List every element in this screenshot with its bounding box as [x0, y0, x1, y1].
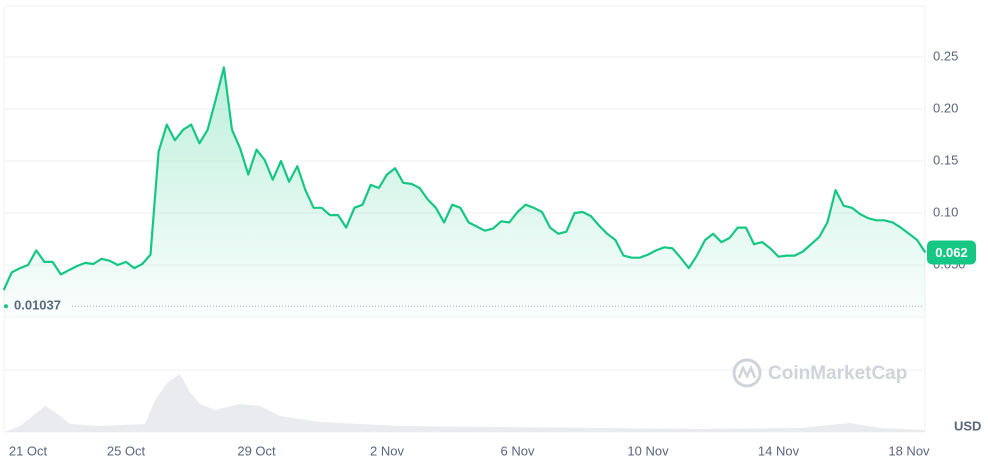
watermark-logo [732, 358, 762, 388]
last-price-badge [927, 240, 976, 265]
y-tick-label: 0.10 [933, 204, 958, 219]
x-tick-label: 14 Nov [758, 443, 800, 458]
volume-area [5, 374, 925, 432]
watermark: CoinMarketCap [732, 358, 907, 388]
watermark-text: CoinMarketCap [768, 363, 907, 384]
x-tick-label: 10 Nov [627, 443, 669, 458]
last-price-label: 0.062 [935, 245, 968, 260]
x-tick-label: 6 Nov [501, 443, 535, 458]
x-tick-label: 21 Oct [9, 443, 48, 458]
watermark-logo [737, 364, 757, 379]
price-line [2, 66, 927, 291]
x-tick-label: 18 Nov [888, 443, 930, 458]
currency-label: USD [954, 418, 981, 433]
x-tick-label: 29 Oct [237, 443, 276, 458]
price-area [3, 67, 926, 318]
y-tick-label: 0.25 [933, 48, 958, 63]
y-tick-label: 0.15 [933, 152, 958, 167]
plot: 0.01037 [2, 66, 927, 318]
x-tick-label: 2 Nov [370, 443, 404, 458]
x-tick-label: 25 Oct [107, 443, 146, 458]
y-tick-label: 0.20 [933, 100, 958, 115]
